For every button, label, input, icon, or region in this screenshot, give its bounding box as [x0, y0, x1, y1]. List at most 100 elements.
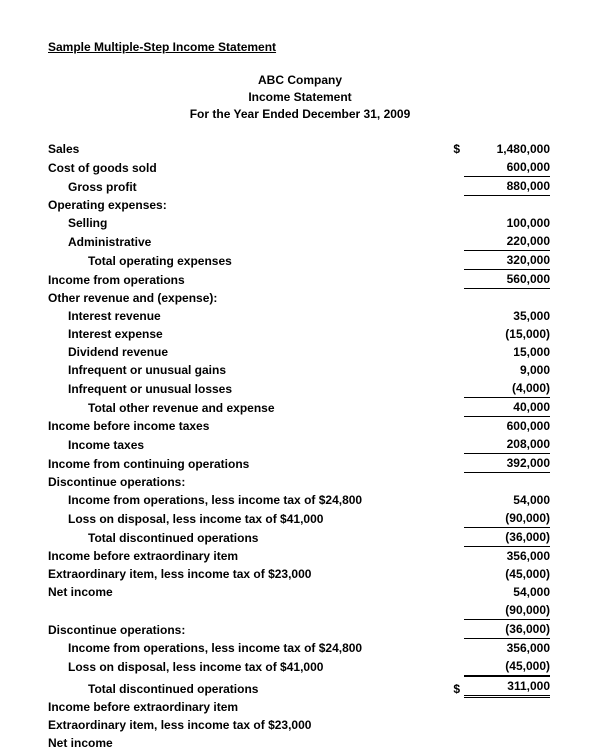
statement-row: Income from operations 560,000	[48, 270, 552, 289]
statement-header: ABC Company Income Statement For the Yea…	[48, 72, 552, 122]
row-label: Income before income taxes	[48, 417, 436, 435]
row-label: Selling	[48, 214, 436, 232]
row-label: Dividend revenue	[48, 343, 436, 361]
row-amount: 600,000	[464, 417, 552, 435]
document-title: Sample Multiple-Step Income Statement	[48, 40, 552, 54]
row-amount: (36,000)	[464, 620, 552, 639]
row-label: Infrequent or unusual gains	[48, 361, 436, 379]
statement-row: Income before income taxes 600,000	[48, 417, 552, 435]
statement-row: (90,000)	[48, 601, 552, 620]
row-label: Discontinue operations:	[48, 473, 436, 491]
statement-row: Other revenue and (expense):	[48, 289, 552, 307]
statement-name: Income Statement	[48, 89, 552, 106]
company-name: ABC Company	[48, 72, 552, 89]
statement-row: Loss on disposal, less income tax of $41…	[48, 657, 552, 676]
statement-row: Operating expenses:	[48, 196, 552, 214]
row-amount: 560,000	[464, 270, 552, 289]
row-amount: 320,000	[464, 251, 552, 270]
row-label: Income from operations	[48, 271, 436, 289]
row-label: Gross profit	[48, 178, 436, 196]
row-label: Income from operations, less income tax …	[48, 491, 436, 509]
statement-row: Net income 54,000	[48, 583, 552, 601]
statement-period: For the Year Ended December 31, 2009	[48, 106, 552, 123]
row-amount: (90,000)	[464, 509, 552, 528]
row-label: Total operating expenses	[48, 252, 436, 270]
currency-symbol: $	[436, 140, 464, 158]
row-label: Net income	[48, 734, 436, 752]
row-amount: 356,000	[464, 639, 552, 657]
statement-row: Income before extraordinary item	[48, 698, 552, 716]
row-label: Income before extraordinary item	[48, 698, 436, 716]
row-label: Interest revenue	[48, 307, 436, 325]
row-amount: 1,480,000	[464, 140, 552, 158]
row-amount: 220,000	[464, 232, 552, 251]
row-label: Discontinue operations:	[48, 621, 436, 639]
row-label: Infrequent or unusual losses	[48, 380, 436, 398]
row-label: Income before extraordinary item	[48, 547, 436, 565]
statement-row: Income from operations, less income tax …	[48, 491, 552, 509]
row-amount: (45,000)	[464, 657, 552, 676]
statement-row: Income from operations, less income tax …	[48, 639, 552, 657]
row-label: Extraordinary item, less income tax of $…	[48, 716, 436, 734]
currency-symbol: $	[436, 680, 464, 698]
row-amount: 40,000	[464, 398, 552, 417]
row-label: Total discontinued operations	[48, 680, 436, 698]
row-label: Net income	[48, 583, 436, 601]
statement-row: Extraordinary item, less income tax of $…	[48, 565, 552, 583]
row-amount: (36,000)	[464, 528, 552, 547]
row-label: Total discontinued operations	[48, 529, 436, 547]
row-amount	[464, 289, 552, 307]
row-amount: 100,000	[464, 214, 552, 232]
statement-row: Discontinue operations: (36,000)	[48, 620, 552, 639]
statement-row: Cost of goods sold600,000	[48, 158, 552, 177]
statement-row: Dividend revenue15,000	[48, 343, 552, 361]
row-label: Other revenue and (expense):	[48, 289, 436, 307]
row-label: Loss on disposal, less income tax of $41…	[48, 510, 436, 528]
statement-row: Extraordinary item, less income tax of $…	[48, 716, 552, 734]
row-amount: (4,000)	[464, 379, 552, 398]
row-label: Interest expense	[48, 325, 436, 343]
row-label: Operating expenses:	[48, 196, 436, 214]
row-amount: 600,000	[464, 158, 552, 177]
statement-row: Income from continuing operations 392,000	[48, 454, 552, 473]
statement-row: Total discontinued operations$311,000	[48, 676, 552, 698]
row-amount: (90,000)	[464, 601, 552, 620]
row-label: Extraordinary item, less income tax of $…	[48, 565, 436, 583]
statement-row: Total operating expenses 320,000	[48, 251, 552, 270]
row-label: Total other revenue and expense	[48, 399, 436, 417]
row-amount: 9,000	[464, 361, 552, 379]
statement-row: Administrative220,000	[48, 232, 552, 251]
row-amount	[464, 473, 552, 491]
statement-row: Discontinue operations:	[48, 473, 552, 491]
row-label: Income from continuing operations	[48, 455, 436, 473]
row-label: Sales	[48, 140, 436, 158]
statement-row: Loss on disposal, less income tax of $41…	[48, 509, 552, 528]
row-label: Loss on disposal, less income tax of $41…	[48, 658, 436, 676]
row-label: Income taxes	[48, 436, 436, 454]
statement-body: Sales$1,480,000Cost of goods sold600,000…	[48, 140, 552, 752]
row-amount	[464, 698, 552, 716]
statement-row: Selling 100,000	[48, 214, 552, 232]
row-amount: 356,000	[464, 547, 552, 565]
row-amount: 392,000	[464, 454, 552, 473]
statement-row: Income taxes 208,000	[48, 435, 552, 454]
row-amount	[464, 716, 552, 734]
statement-row: Infrequent or unusual gains 9,000	[48, 361, 552, 379]
row-amount: (15,000)	[464, 325, 552, 343]
statement-row: Infrequent or unusual losses (4,000)	[48, 379, 552, 398]
row-amount: (45,000)	[464, 565, 552, 583]
statement-row: Interest revenue 35,000	[48, 307, 552, 325]
row-label: Income from operations, less income tax …	[48, 639, 436, 657]
row-amount: 311,000	[464, 676, 552, 698]
row-amount: 208,000	[464, 435, 552, 454]
statement-row: Gross profit 880,000	[48, 177, 552, 196]
row-amount: 880,000	[464, 177, 552, 196]
row-amount: 35,000	[464, 307, 552, 325]
row-amount: 54,000	[464, 583, 552, 601]
statement-row: Income before extraordinary item 356,000	[48, 547, 552, 565]
statement-row: Total discontinued operations (36,000)	[48, 528, 552, 547]
statement-row: Interest expense (15,000)	[48, 325, 552, 343]
statement-row: Sales$1,480,000	[48, 140, 552, 158]
statement-row: Net income	[48, 734, 552, 752]
row-amount: 54,000	[464, 491, 552, 509]
